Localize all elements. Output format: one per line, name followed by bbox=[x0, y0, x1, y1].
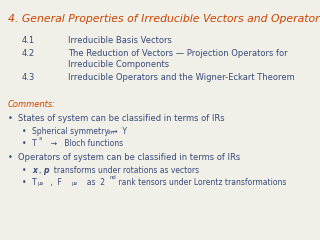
Text: Irreducible Operators and the Wigner-Eckart Theorem: Irreducible Operators and the Wigner-Eck… bbox=[68, 73, 295, 82]
Text: Comments:: Comments: bbox=[8, 100, 56, 109]
Text: as  2: as 2 bbox=[82, 178, 105, 187]
Text: nd: nd bbox=[109, 175, 116, 180]
Text: Irreducible Basis Vectors: Irreducible Basis Vectors bbox=[68, 36, 172, 45]
Text: x: x bbox=[32, 166, 37, 175]
Text: •: • bbox=[22, 139, 27, 148]
Text: rank tensors under Lorentz transformations: rank tensors under Lorentz transformatio… bbox=[116, 178, 286, 187]
Text: ,: , bbox=[38, 166, 40, 175]
Text: T: T bbox=[32, 178, 36, 187]
Text: •: • bbox=[22, 178, 27, 187]
Text: 4.3: 4.3 bbox=[22, 73, 35, 82]
Text: Spherical symmetry →  Y: Spherical symmetry → Y bbox=[32, 127, 127, 136]
Text: p: p bbox=[43, 166, 49, 175]
Text: •: • bbox=[22, 166, 27, 175]
Text: 4. General Properties of Irreducible Vectors and Operators: 4. General Properties of Irreducible Vec… bbox=[8, 14, 320, 24]
Text: •: • bbox=[8, 153, 13, 162]
Text: T: T bbox=[32, 139, 36, 148]
Text: Irreducible Components: Irreducible Components bbox=[68, 60, 169, 69]
Text: ,  F: , F bbox=[48, 178, 62, 187]
Text: μν: μν bbox=[72, 181, 78, 186]
Text: transforms under rotations as vectors: transforms under rotations as vectors bbox=[49, 166, 199, 175]
Text: •: • bbox=[8, 114, 13, 123]
Text: →   Bloch functions: → Bloch functions bbox=[46, 139, 123, 148]
Text: 4.2: 4.2 bbox=[22, 49, 35, 58]
Text: States of system can be classified in terms of IRs: States of system can be classified in te… bbox=[18, 114, 225, 123]
Text: •: • bbox=[22, 127, 27, 136]
Text: 4.1: 4.1 bbox=[22, 36, 35, 45]
Text: a: a bbox=[39, 136, 42, 141]
Text: ℓm: ℓm bbox=[107, 130, 114, 135]
Text: The Reduction of Vectors — Projection Operators for: The Reduction of Vectors — Projection Op… bbox=[68, 49, 288, 58]
Text: Operators of system can be classified in terms of IRs: Operators of system can be classified in… bbox=[18, 153, 240, 162]
Text: μν: μν bbox=[38, 181, 44, 186]
